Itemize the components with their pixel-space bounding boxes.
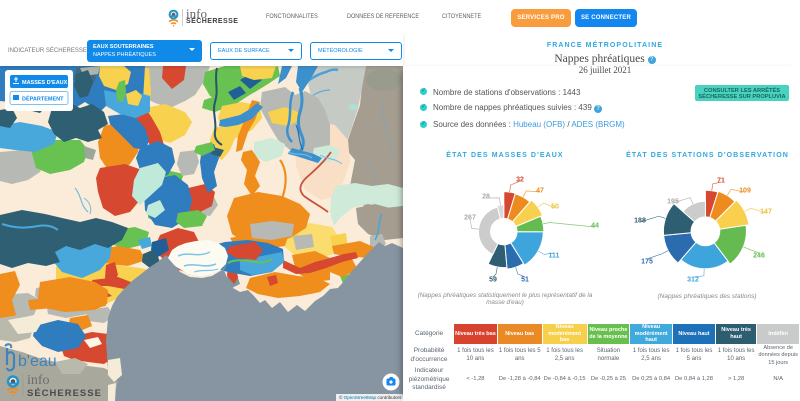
svg-text:109: 109 bbox=[739, 188, 751, 195]
svg-text:info: info bbox=[27, 373, 50, 388]
svg-text:51: 51 bbox=[521, 277, 529, 284]
svg-text:111: 111 bbox=[549, 253, 560, 260]
svg-text:267: 267 bbox=[464, 215, 476, 222]
svg-text:SÉCHERESSE: SÉCHERESSE bbox=[27, 388, 102, 399]
svg-text:47: 47 bbox=[536, 188, 544, 195]
svg-text:188: 188 bbox=[634, 218, 646, 225]
svg-text:50: 50 bbox=[551, 204, 559, 211]
svg-text:32: 32 bbox=[516, 177, 524, 184]
svg-text:59: 59 bbox=[489, 277, 497, 284]
svg-text:44: 44 bbox=[591, 223, 599, 230]
svg-text:246: 246 bbox=[753, 253, 765, 260]
svg-text:28: 28 bbox=[482, 194, 490, 201]
svg-text:312: 312 bbox=[687, 277, 699, 284]
svg-text:DÉPARTEMENT: DÉPARTEMENT bbox=[22, 95, 64, 103]
svg-text:175: 175 bbox=[641, 259, 653, 266]
svg-text:© OpenStreetMap contributors: © OpenStreetMap contributors bbox=[339, 394, 402, 400]
svg-text:MASSES D'EAUX: MASSES D'EAUX bbox=[22, 80, 68, 86]
svg-text:b'eau: b'eau bbox=[18, 353, 57, 370]
svg-text:71: 71 bbox=[717, 178, 725, 185]
svg-text:147: 147 bbox=[760, 209, 772, 216]
svg-text:195: 195 bbox=[667, 199, 679, 206]
